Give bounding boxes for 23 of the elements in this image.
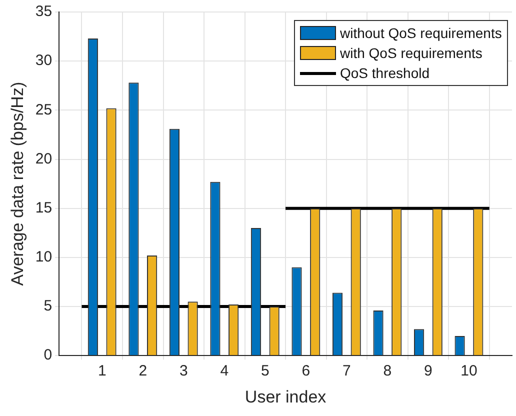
x-tick-label: 5 (260, 362, 270, 380)
x-tick-label: 1 (98, 362, 106, 380)
y-tick-label: 30 (35, 52, 52, 70)
x-tick-label: 3 (179, 362, 188, 380)
y-tick-label: 10 (35, 248, 52, 266)
y-tick-label: 20 (35, 150, 52, 168)
x-tick-label: 9 (424, 362, 432, 380)
x-tick-label: 6 (302, 362, 310, 380)
x-tick-label: 10 (460, 362, 478, 380)
x-tick-label: 8 (383, 362, 392, 380)
legend-label: QoS threshold (340, 65, 430, 81)
x-tick-label: 4 (220, 362, 229, 380)
y-tick-label: 35 (35, 3, 52, 20)
legend-label: with QoS requirements (340, 45, 482, 61)
x-tick-label: 2 (138, 362, 148, 380)
y-axis-title: Average data rate (bps/Hz) (8, 82, 27, 286)
y-tick-label: 5 (44, 298, 52, 315)
legend-label: without QoS requirements (340, 25, 502, 41)
x-axis-title: User index (244, 387, 327, 406)
y-tick-label: 0 (44, 346, 52, 364)
y-tick-label: 15 (35, 199, 52, 216)
y-tick-label: 25 (35, 101, 52, 118)
x-tick-label: 7 (342, 362, 351, 380)
